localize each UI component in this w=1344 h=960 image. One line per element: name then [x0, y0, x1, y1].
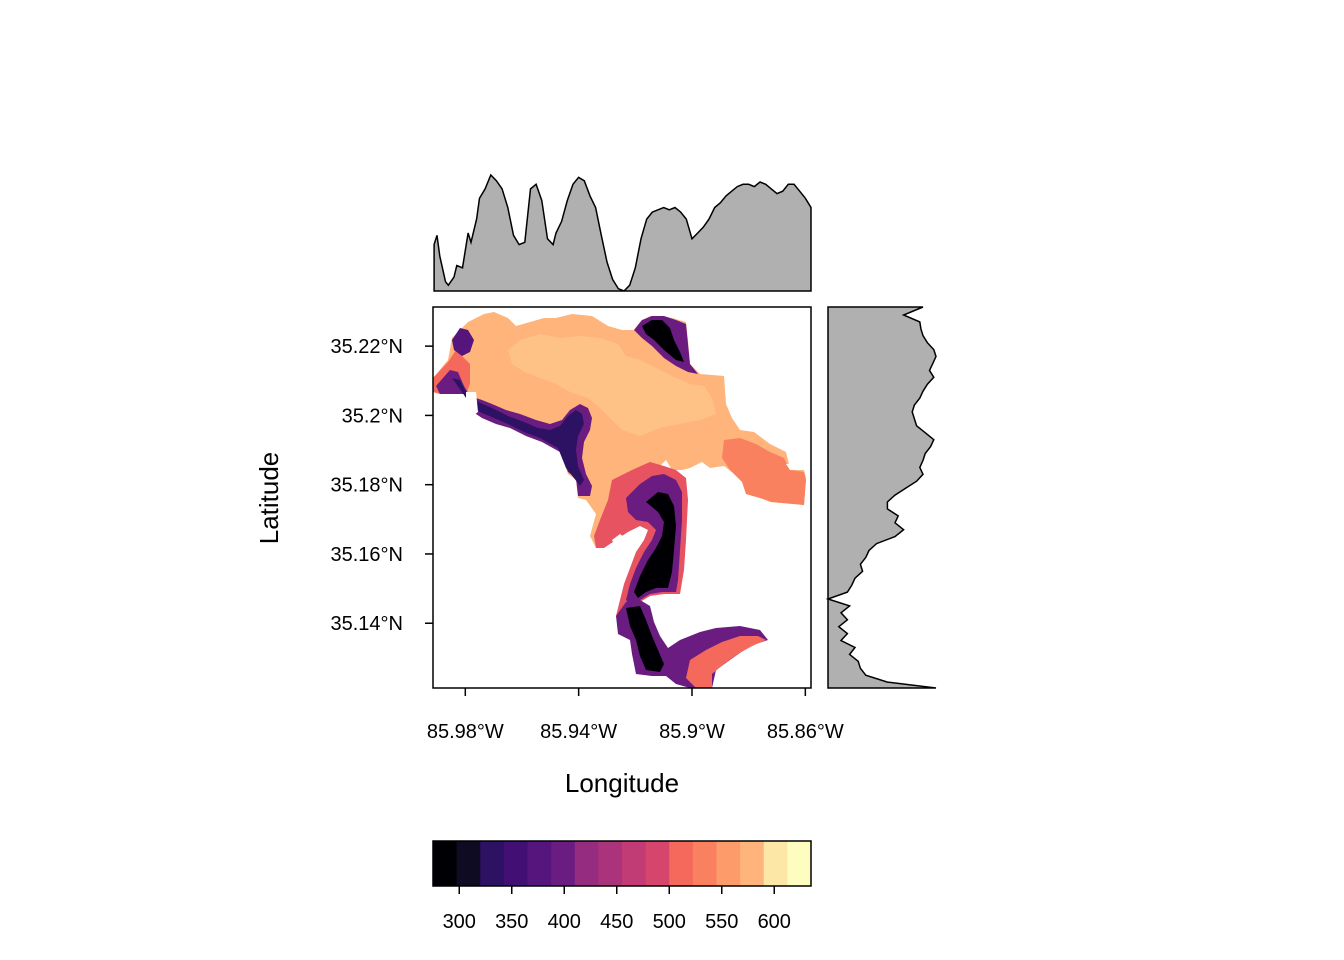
- raster-central-valley-deep: [634, 492, 676, 598]
- colorbar-tick-label: 300: [443, 911, 476, 933]
- colorbar-swatch: [692, 841, 717, 886]
- colorbar-swatch: [456, 841, 481, 886]
- colorbar-tick-label: 550: [705, 911, 738, 933]
- raster-east-notch: [786, 462, 811, 470]
- y-tick-label: 35.2°N: [342, 405, 403, 427]
- raster-hole-west: [466, 392, 478, 420]
- colorbar-swatch: [598, 841, 623, 886]
- colorbar-swatch: [716, 841, 741, 886]
- right-marginal-area: [825, 306, 937, 689]
- y-axis-title: Latitude: [254, 452, 284, 545]
- raster-east-lobe: [722, 438, 806, 505]
- y-tick-label: 35.22°N: [331, 336, 404, 358]
- y-tick-label: 35.18°N: [331, 475, 404, 497]
- colorbar-swatch: [740, 841, 765, 886]
- x-axis: 85.98°W 85.94°W 85.9°W 85.86°W: [427, 688, 844, 743]
- colorbar-swatch: [480, 841, 505, 886]
- colorbar-swatch: [763, 841, 788, 886]
- colorbar-swatch: [622, 841, 647, 886]
- x-tick-label: 85.9°W: [659, 721, 725, 743]
- top-marginal-area: [433, 173, 812, 292]
- colorbar-swatch: [669, 841, 694, 886]
- raster-left-deep: [452, 378, 584, 486]
- colorbar-swatch: [645, 841, 670, 886]
- colorbar-tick-label: 400: [548, 911, 581, 933]
- colorbar-tick-label: 350: [495, 911, 528, 933]
- y-tick-label: 35.16°N: [331, 544, 404, 566]
- colorbar-tick-label: 600: [758, 911, 791, 933]
- colorbar-swatch: [433, 841, 458, 886]
- colorbar-swatch: [503, 841, 528, 886]
- colorbar-frame: [432, 840, 812, 887]
- colorbar-swatch: [551, 841, 576, 886]
- colorbar-swatch: [574, 841, 599, 886]
- raster-north-cove: [452, 328, 474, 356]
- x-tick-label: 85.98°W: [427, 721, 504, 743]
- y-axis: 35.22°N 35.2°N 35.18°N 35.16°N 35.14°N: [331, 336, 433, 635]
- raster-highland: [508, 334, 716, 436]
- colorbar-swatch: [527, 841, 552, 886]
- x-axis-title: Longitude: [565, 768, 679, 798]
- x-tick-label: 85.94°W: [540, 721, 617, 743]
- y-tick-label: 35.14°N: [331, 613, 404, 635]
- raster-ne-valley-inner: [642, 320, 684, 362]
- map-raster: [433, 312, 811, 688]
- raster-south-spur-light: [686, 636, 766, 688]
- colorbar-swatch: [787, 841, 812, 886]
- colorbar: 300 350 400 450 500 550 600: [432, 840, 812, 933]
- x-tick-label: 85.86°W: [767, 721, 844, 743]
- colorbar-tick-label: 500: [653, 911, 686, 933]
- right-marginal-plot: [825, 306, 937, 689]
- raster-south-spur-deep: [626, 606, 664, 672]
- map-frame: [432, 306, 812, 689]
- raster-hole-center: [612, 534, 628, 548]
- colorbar-tick-label: 450: [600, 911, 633, 933]
- top-marginal-plot: [433, 173, 812, 292]
